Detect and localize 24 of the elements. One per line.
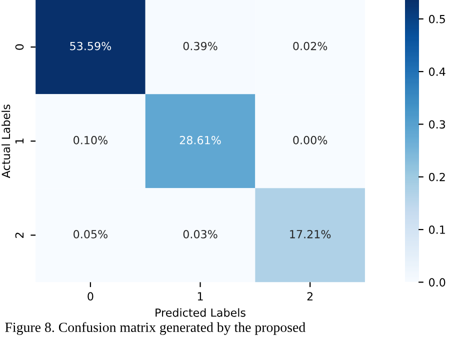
data-label: 0.05% — [74, 230, 108, 238]
y-axis-title: Actual Labels — [2, 104, 10, 178]
x-tick-label: 1 — [198, 292, 203, 300]
y-tick-label: 2 — [15, 232, 24, 238]
x-tick-label: 0 — [88, 292, 94, 301]
data-label: 53.59% — [70, 42, 112, 50]
data-label: 0.02% — [293, 42, 328, 50]
color-bar-label: 0.4 — [428, 68, 446, 76]
color-bar-label: 0.2 — [428, 172, 445, 182]
color-bar-label: 0.5 — [428, 14, 445, 24]
caption: Figure 8. Confusion matrix generated by the proposed — [5, 322, 306, 335]
data-label: 0.39% — [183, 42, 218, 50]
color-bar-label: 0.3 — [428, 120, 446, 129]
color-bar-label: 0.1 — [428, 226, 445, 234]
data-label: 0.03% — [183, 230, 218, 238]
color-bar-label: 0.0 — [428, 278, 446, 287]
y-tick-label: 0 — [15, 44, 24, 50]
data-label: 0.10% — [74, 136, 108, 144]
x-tick-label: 2 — [307, 292, 312, 300]
data-label: 28.61% — [180, 136, 221, 144]
data-label: 17.21% — [290, 230, 331, 238]
x-axis-title: Predicted Labels — [156, 308, 246, 317]
data-label: 0.00% — [293, 136, 328, 144]
y-tick-label: 1 — [15, 138, 24, 144]
